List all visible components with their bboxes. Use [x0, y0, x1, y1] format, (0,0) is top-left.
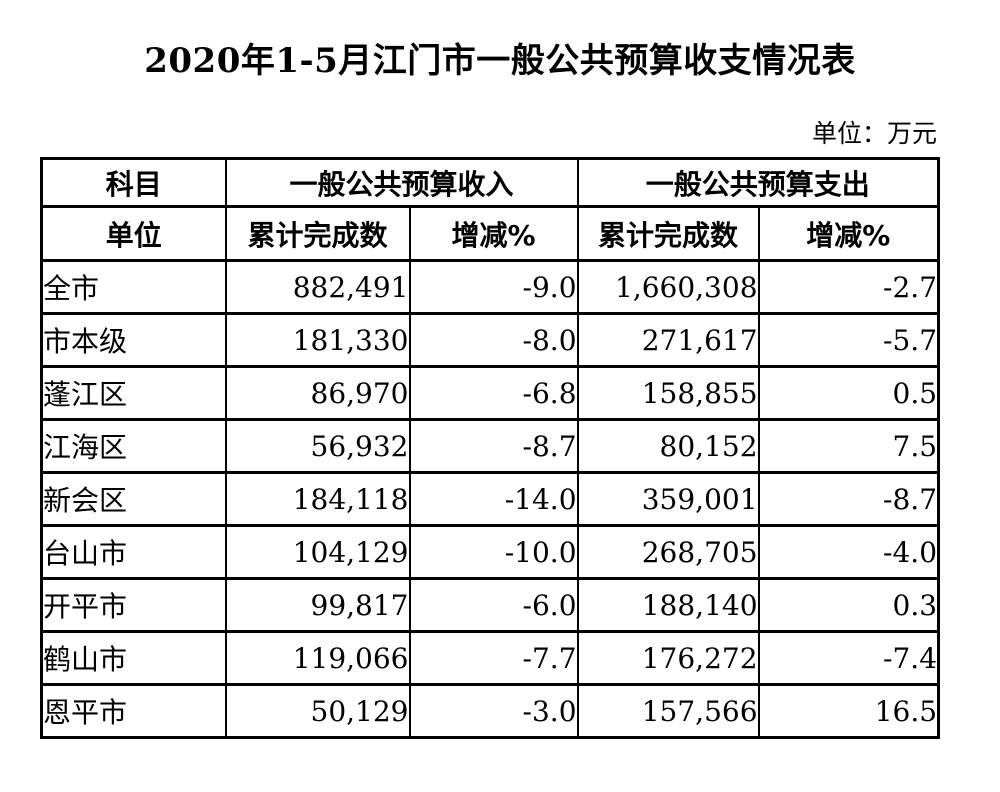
- table-row: 江海区 56,932 -8.7 80,152 7.5: [40, 418, 940, 474]
- revenue-change: -8.0: [408, 312, 579, 368]
- expenditure-change: -4.0: [757, 524, 940, 580]
- header-subject: 科目: [40, 157, 227, 208]
- revenue-change: -10.0: [408, 524, 579, 580]
- revenue-change: -6.0: [408, 577, 579, 633]
- table-row: 全市 882,491 -9.0 1,660,308 -2.7: [40, 259, 940, 315]
- expenditure-change: 7.5: [757, 418, 940, 474]
- expenditure-value: 176,272: [576, 630, 760, 686]
- revenue-value: 50,129: [224, 683, 411, 739]
- expenditure-value: 158,855: [576, 365, 760, 421]
- table-row: 鹤山市 119,066 -7.7 176,272 -7.4: [40, 630, 940, 686]
- row-label: 江海区: [40, 418, 227, 474]
- revenue-value: 184,118: [224, 471, 411, 527]
- expenditure-change: -7.4: [757, 630, 940, 686]
- table-row: 开平市 99,817 -6.0 188,140 0.3: [40, 577, 940, 633]
- revenue-value: 104,129: [224, 524, 411, 580]
- expenditure-value: 1,660,308: [576, 259, 760, 315]
- revenue-value: 882,491: [224, 259, 411, 315]
- revenue-change: -8.7: [408, 418, 579, 474]
- expenditure-value: 271,617: [576, 312, 760, 368]
- revenue-change: -3.0: [408, 683, 579, 739]
- row-label: 新会区: [40, 471, 227, 527]
- expenditure-value: 157,566: [576, 683, 760, 739]
- expenditure-change: -2.7: [757, 259, 940, 315]
- revenue-change: -6.8: [408, 365, 579, 421]
- expenditure-value: 80,152: [576, 418, 760, 474]
- revenue-change: -7.7: [408, 630, 579, 686]
- table-row: 恩平市 50,129 -3.0 157,566 16.5: [40, 683, 940, 739]
- budget-table: 科目 一般公共预算收入 一般公共预算支出 单位 累计完成数 增减% 累计完成数 …: [40, 157, 941, 739]
- row-label: 全市: [40, 259, 227, 315]
- table-row: 台山市 104,129 -10.0 268,705 -4.0: [40, 524, 940, 580]
- expenditure-change: 0.3: [757, 577, 940, 633]
- header-expenditure-cumulative: 累计完成数: [576, 205, 760, 262]
- header-revenue-change: 增减%: [408, 205, 579, 262]
- expenditure-change: -8.7: [757, 471, 940, 527]
- header-row-columns: 单位 累计完成数 增减% 累计完成数 增减%: [40, 205, 940, 262]
- row-label: 台山市: [40, 524, 227, 580]
- revenue-change: -9.0: [408, 259, 579, 315]
- revenue-value: 86,970: [224, 365, 411, 421]
- revenue-value: 119,066: [224, 630, 411, 686]
- row-label: 市本级: [40, 312, 227, 368]
- header-unit: 单位: [40, 205, 227, 262]
- revenue-value: 181,330: [224, 312, 411, 368]
- header-row-groups: 科目 一般公共预算收入 一般公共预算支出: [40, 157, 940, 208]
- row-label: 开平市: [40, 577, 227, 633]
- row-label: 鹤山市: [40, 630, 227, 686]
- table-row: 市本级 181,330 -8.0 271,617 -5.7: [40, 312, 940, 368]
- header-expenditure-change: 增减%: [757, 205, 940, 262]
- header-revenue-group: 一般公共预算收入: [224, 157, 579, 208]
- row-label: 蓬江区: [40, 365, 227, 421]
- expenditure-value: 268,705: [576, 524, 760, 580]
- header-revenue-cumulative: 累计完成数: [224, 205, 411, 262]
- table-row: 新会区 184,118 -14.0 359,001 -8.7: [40, 471, 940, 527]
- page-title: 2020年1-5月江门市一般公共预算收支情况表: [144, 41, 856, 81]
- expenditure-change: 16.5: [757, 683, 940, 739]
- revenue-value: 56,932: [224, 418, 411, 474]
- expenditure-change: -5.7: [757, 312, 940, 368]
- expenditure-value: 188,140: [576, 577, 760, 633]
- expenditure-value: 359,001: [576, 471, 760, 527]
- unit-note: 单位：万元: [811, 119, 937, 148]
- header-expenditure-group: 一般公共预算支出: [576, 157, 940, 208]
- row-label: 恩平市: [40, 683, 227, 739]
- table-row: 蓬江区 86,970 -6.8 158,855 0.5: [40, 365, 940, 421]
- revenue-value: 99,817: [224, 577, 411, 633]
- revenue-change: -14.0: [408, 471, 579, 527]
- expenditure-change: 0.5: [757, 365, 940, 421]
